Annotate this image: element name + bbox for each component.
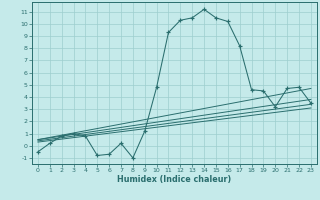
X-axis label: Humidex (Indice chaleur): Humidex (Indice chaleur) [117, 175, 232, 184]
